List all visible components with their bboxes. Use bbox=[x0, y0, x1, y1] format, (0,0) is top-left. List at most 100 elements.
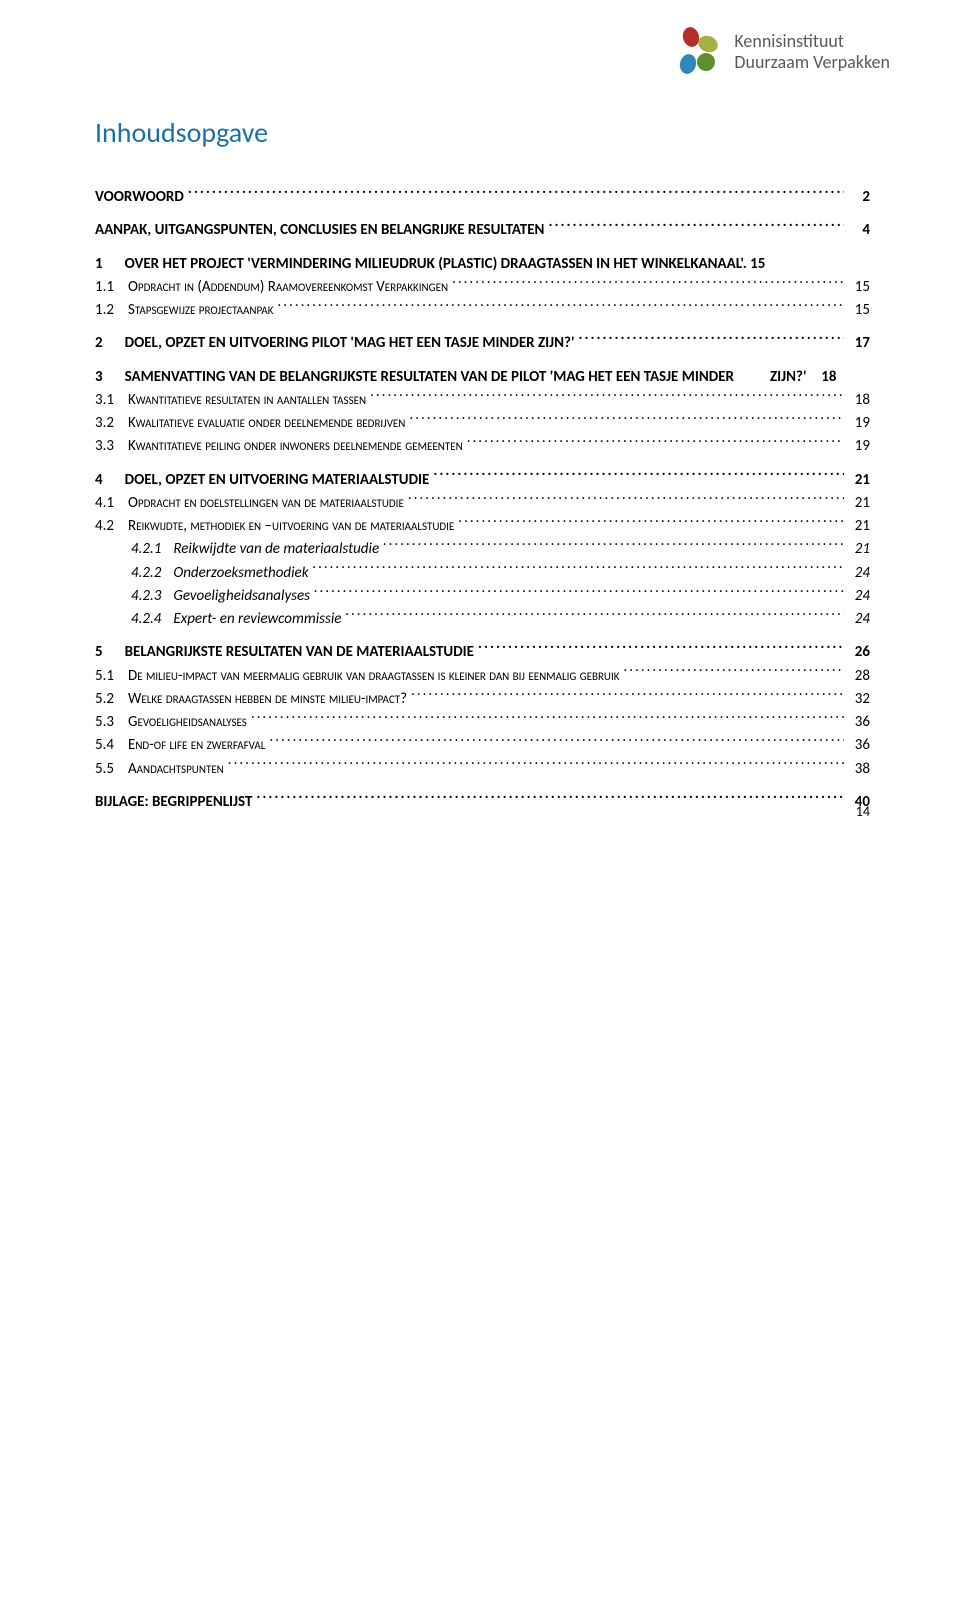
toc-number: 2 bbox=[95, 332, 103, 355]
toc-entry[interactable]: 5 BELANGRIJKSTE RESULTATEN VAN DE MATERIA… bbox=[95, 641, 870, 664]
toc-entry[interactable]: 5.5 Aandachtspunten 38 bbox=[95, 758, 870, 781]
toc-entry[interactable]: 4.2.1 Reikwijdte van de materiaalstudie 21 bbox=[95, 538, 870, 561]
toc-entry[interactable]: BIJLAGE: BEGRIPPENLIJST40 bbox=[95, 791, 870, 814]
toc-label: Gevoeligheidsanalyses bbox=[128, 711, 247, 734]
toc-entry[interactable]: 2 DOEL, OPZET EN UITVOERING PILOT 'MAG HE… bbox=[95, 332, 870, 355]
toc-page: 24 bbox=[848, 608, 870, 631]
toc-entry[interactable]: 1.2Stapsgewijze projectaanpak15 bbox=[95, 299, 870, 322]
toc-page: 24 bbox=[848, 585, 870, 608]
toc-page: 36 bbox=[848, 711, 870, 734]
toc-number: 4.2 bbox=[95, 515, 114, 538]
toc-page: 2 bbox=[848, 186, 870, 209]
toc-entry[interactable]: 3.3 Kwantitatieve peiling onder inwoners … bbox=[95, 435, 870, 458]
leader-dots bbox=[458, 515, 844, 530]
leader-dots bbox=[452, 276, 844, 291]
toc-label: Reikwijdte van de materiaalstudie bbox=[173, 538, 379, 561]
toc-entry[interactable]: 4DOEL, OPZET EN UITVOERING MATERIAALSTUD… bbox=[95, 469, 870, 492]
toc-entry[interactable]: VOORWOORD2 bbox=[95, 186, 870, 209]
toc-label: De milieu-impact van meermalig gebruik v… bbox=[128, 665, 619, 688]
leader-dots bbox=[228, 758, 844, 773]
toc-number: 3.1 bbox=[95, 389, 114, 412]
leader-dots bbox=[277, 299, 844, 314]
toc-number: 5.3 bbox=[95, 711, 114, 734]
toc-label: End-of life en zwerfafval bbox=[128, 734, 265, 757]
toc-label: AANPAK, UITGANGSPUNTEN, CONCLUSIES EN BE… bbox=[95, 219, 544, 242]
toc-number: 5.1 bbox=[95, 665, 114, 688]
toc-label: DOEL, OPZET EN UITVOERING PILOT 'MAG HET… bbox=[125, 332, 575, 355]
toc-number: 3.3 bbox=[95, 435, 114, 458]
toc-label: Stapsgewijze projectaanpak bbox=[128, 299, 273, 322]
toc-label: Opdracht en doelstellingen van de materi… bbox=[128, 492, 404, 515]
leader-dots bbox=[578, 332, 844, 347]
toc-number: 4.2.3 bbox=[131, 585, 161, 608]
leader-dots bbox=[370, 389, 844, 404]
toc-entry[interactable]: 3.1 Kwantitatieve resultaten in aantallen… bbox=[95, 389, 870, 412]
toc-page: 18 bbox=[814, 366, 836, 389]
leader-dots bbox=[269, 734, 844, 749]
leader-dots bbox=[409, 412, 844, 427]
toc-entry[interactable]: 1OVER HET PROJECT 'VERMINDERING MILIEUDR… bbox=[95, 253, 870, 276]
brand-logo: Kennisinstituut Duurzaam Verpakken bbox=[674, 26, 890, 78]
toc-page: 21 bbox=[848, 538, 870, 561]
toc-label: Kwantitatieve resultaten in aantallen ta… bbox=[128, 389, 366, 412]
toc-entry[interactable]: 5.1 De milieu-impact van meermalig gebrui… bbox=[95, 665, 870, 688]
logo-text-line2: Duurzaam Verpakken bbox=[734, 52, 890, 73]
toc-entry[interactable]: 4.1Opdracht en doelstellingen van de mat… bbox=[95, 492, 870, 515]
toc-page: 21 bbox=[848, 469, 870, 492]
toc-number: 3 bbox=[95, 366, 103, 389]
toc-label: DOEL, OPZET EN UITVOERING MATERIAALSTUDI… bbox=[125, 469, 430, 492]
toc-entry[interactable]: 4.2.4Expert- en reviewcommissie24 bbox=[95, 608, 870, 631]
leader-dots bbox=[411, 688, 844, 703]
toc-entry[interactable]: 5.3 Gevoeligheidsanalyses 36 bbox=[95, 711, 870, 734]
toc-page: 26 bbox=[848, 641, 870, 664]
leader-dots bbox=[383, 538, 844, 553]
toc-label: ZIJN?' bbox=[770, 366, 806, 389]
toc-number: 5.2 bbox=[95, 688, 114, 711]
toc-entry[interactable]: 5.2Welke draagtassen hebben de minste mi… bbox=[95, 688, 870, 711]
toc-page: 15 bbox=[848, 276, 870, 299]
toc-label: Opdracht in (Addendum) Raamovereenkomst … bbox=[128, 276, 448, 299]
toc-number: 5.5 bbox=[95, 758, 114, 781]
toc-label: Reikwijdte, methodiek en –uitvoering van… bbox=[128, 515, 454, 538]
toc-number: 3.2 bbox=[95, 412, 114, 435]
leader-dots bbox=[314, 585, 844, 600]
toc-entry[interactable]: 1.1 Opdracht in (Addendum) Raamovereenkom… bbox=[95, 276, 870, 299]
toc-entry[interactable]: 3 SAMENVATTING VAN DE BELANGRIJKSTE RESUL… bbox=[95, 366, 870, 389]
leader-dots bbox=[467, 435, 844, 450]
toc-label: SAMENVATTING VAN DE BELANGRIJKSTE RESULT… bbox=[125, 366, 734, 389]
leader-dots bbox=[345, 608, 844, 623]
toc-label: Kwalitatieve evaluatie onder deelnemende… bbox=[128, 412, 405, 435]
toc-entry[interactable]: 4.2.2Onderzoeksmethodiek24 bbox=[95, 562, 870, 585]
toc-page: 21 bbox=[848, 492, 870, 515]
toc-label: Onderzoeksmethodiek bbox=[173, 562, 308, 585]
toc-label: Gevoeligheidsanalyses bbox=[173, 585, 310, 608]
toc-number: 4.2.4 bbox=[131, 608, 161, 631]
toc-page: 15 bbox=[848, 299, 870, 322]
toc-label: BELANGRIJKSTE RESULTATEN VAN DE MATERIAA… bbox=[125, 641, 474, 664]
toc-entry[interactable]: 5.4End-of life en zwerfafval36 bbox=[95, 734, 870, 757]
leader-dots bbox=[408, 492, 844, 507]
leader-dots bbox=[478, 641, 844, 656]
toc-number: 4.2.1 bbox=[131, 538, 161, 561]
toc-number: 5 bbox=[95, 641, 103, 664]
leader-dots bbox=[188, 186, 844, 201]
page-number: 14 bbox=[856, 803, 870, 820]
page-title: Inhoudsopgave bbox=[95, 115, 870, 150]
toc-page: 18 bbox=[848, 389, 870, 412]
logo-icon bbox=[674, 26, 724, 78]
toc-entry[interactable]: 4.2.3 Gevoeligheidsanalyses 24 bbox=[95, 585, 870, 608]
toc-label: BIJLAGE: BEGRIPPENLIJST bbox=[95, 791, 252, 814]
leader-dots bbox=[313, 562, 844, 577]
toc-number: 1.1 bbox=[95, 276, 114, 299]
toc-label: Aandachtspunten bbox=[128, 758, 224, 781]
toc-page: 38 bbox=[848, 758, 870, 781]
toc-entry[interactable]: 4.2 Reikwijdte, methodiek en –uitvoering … bbox=[95, 515, 870, 538]
toc-entry[interactable]: 3.2 Kwalitatieve evaluatie onder deelneme… bbox=[95, 412, 870, 435]
toc-entry[interactable]: AANPAK, UITGANGSPUNTEN, CONCLUSIES EN BE… bbox=[95, 219, 870, 242]
leader-dots bbox=[623, 665, 844, 680]
toc-number: 1 bbox=[95, 253, 103, 276]
toc-page: 24 bbox=[848, 562, 870, 585]
leader-dots bbox=[433, 469, 844, 484]
toc-label: Kwantitatieve peiling onder inwoners dee… bbox=[128, 435, 463, 458]
toc-number: 5.4 bbox=[95, 734, 114, 757]
